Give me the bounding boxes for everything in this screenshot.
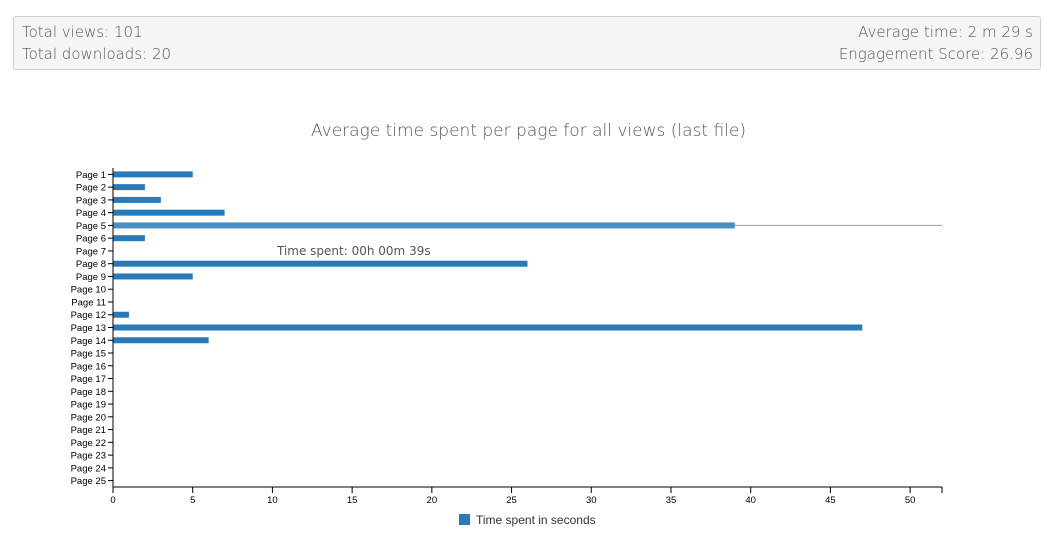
y-tick-label: Page 23 [71, 451, 106, 462]
total-downloads: Total downloads: 20 [22, 45, 172, 63]
total-views: Total views: 101 [22, 23, 143, 41]
y-tick-label: Page 20 [71, 412, 106, 423]
y-tick-label: Page 1 [76, 170, 106, 181]
x-tick-label: 15 [347, 495, 358, 506]
y-tick-label: Page 5 [76, 221, 106, 232]
stats-panel: Total views: 101 Total downloads: 20 Ave… [13, 16, 1041, 70]
tooltip: Time spent: 00h 00m 39s [276, 244, 431, 258]
x-tick-label: 5 [190, 495, 195, 506]
y-tick-label: Page 22 [71, 438, 106, 449]
bar-page-1[interactable] [113, 171, 193, 178]
y-tick-label: Page 18 [71, 387, 106, 398]
y-tick-label: Page 19 [71, 400, 106, 411]
y-tick-label: Page 17 [71, 374, 106, 385]
y-tick-label: Page 14 [71, 336, 106, 347]
chart-title: Average time spent per page for all view… [311, 121, 746, 141]
y-tick-label: Page 7 [76, 246, 106, 257]
legend-swatch [459, 514, 470, 525]
y-tick-label: Page 13 [71, 323, 106, 334]
y-tick-label: Page 8 [76, 259, 106, 270]
y-tick-label: Page 2 [76, 183, 106, 194]
y-tick-label: Page 25 [71, 476, 106, 487]
y-tick-label: Page 11 [71, 297, 106, 308]
x-tick-label: 20 [427, 495, 438, 506]
y-tick-label: Page 3 [76, 195, 106, 206]
y-tick-label: Page 6 [76, 234, 106, 245]
x-tick-label: 50 [905, 495, 916, 506]
bar-page-5[interactable] [113, 222, 735, 229]
x-tick-label: 0 [110, 495, 115, 506]
y-tick-label: Page 9 [76, 272, 106, 283]
x-tick-label: 25 [506, 495, 517, 506]
y-tick-label: Page 21 [71, 425, 106, 436]
x-tick-label: 30 [586, 495, 597, 506]
bar-page-4[interactable] [113, 209, 225, 216]
bar-page-13[interactable] [113, 324, 863, 331]
y-tick-label: Page 10 [71, 285, 106, 296]
engagement-score: Engagement Score: 26.96 [838, 45, 1033, 63]
y-tick-label: Page 24 [71, 463, 106, 474]
bar-page-6[interactable] [113, 235, 145, 242]
y-tick-label: Page 4 [76, 208, 106, 219]
x-tick-label: 10 [267, 495, 278, 506]
x-tick-label: 45 [825, 495, 836, 506]
bar-page-14[interactable] [113, 337, 209, 344]
y-tick-label: Page 16 [71, 361, 106, 372]
bar-page-2[interactable] [113, 184, 145, 191]
y-tick-label: Page 15 [71, 349, 106, 360]
bar-page-12[interactable] [113, 311, 129, 318]
bar-page-8[interactable] [113, 260, 528, 267]
legend-label: Time spent in seconds [476, 513, 596, 527]
x-tick-label: 40 [745, 495, 756, 506]
x-tick-label: 35 [666, 495, 677, 506]
bar-page-9[interactable] [113, 273, 193, 280]
legend[interactable]: Time spent in seconds [459, 513, 596, 527]
bar-page-3[interactable] [113, 196, 161, 203]
average-time: Average time: 2 m 29 s [858, 23, 1033, 41]
y-tick-label: Page 12 [71, 310, 106, 321]
